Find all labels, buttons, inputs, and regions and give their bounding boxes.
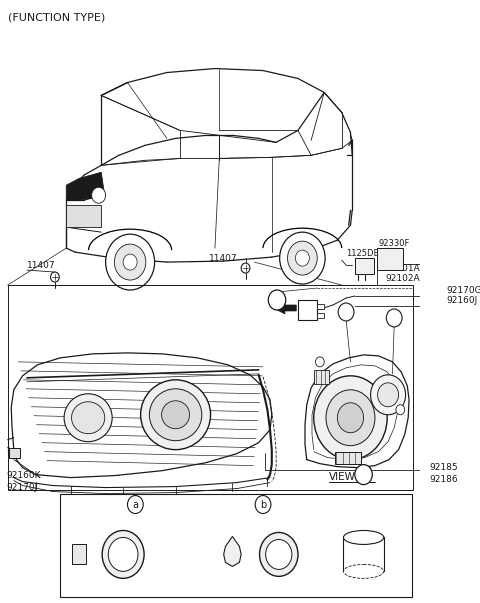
Text: 92170G: 92170G	[447, 286, 480, 294]
Bar	[72, 545, 86, 564]
Bar	[335, 452, 361, 464]
Bar	[355, 258, 374, 274]
Circle shape	[241, 263, 250, 273]
Circle shape	[288, 241, 317, 275]
Circle shape	[337, 403, 363, 433]
Circle shape	[114, 244, 146, 280]
Circle shape	[123, 254, 137, 270]
Circle shape	[386, 309, 402, 327]
Text: VIEW: VIEW	[329, 472, 356, 482]
Text: 92186: 92186	[429, 475, 458, 484]
Text: 92160J: 92160J	[447, 295, 478, 305]
Text: a: a	[132, 499, 138, 510]
Circle shape	[128, 496, 143, 514]
Bar	[317, 313, 324, 318]
Ellipse shape	[162, 401, 190, 429]
Ellipse shape	[72, 402, 105, 434]
Text: A: A	[360, 471, 367, 480]
Ellipse shape	[149, 389, 202, 441]
Ellipse shape	[64, 394, 112, 441]
Text: a: a	[344, 309, 348, 318]
Circle shape	[106, 234, 155, 290]
Text: 92163A: 92163A	[346, 500, 381, 509]
Text: 92141: 92141	[270, 575, 296, 583]
Bar	[344, 537, 384, 572]
Text: 92160K: 92160K	[6, 471, 40, 480]
Text: 92102A: 92102A	[385, 274, 420, 283]
Circle shape	[315, 357, 324, 367]
Bar	[314, 370, 329, 384]
Text: 11407: 11407	[27, 260, 56, 270]
Circle shape	[396, 405, 405, 415]
Bar	[66, 205, 101, 227]
Bar	[377, 248, 403, 270]
Circle shape	[371, 375, 406, 415]
Bar	[10, 447, 20, 458]
Circle shape	[102, 531, 144, 578]
Text: 1125DB: 1125DB	[346, 249, 380, 258]
Text: (FUNCTION TYPE): (FUNCTION TYPE)	[8, 13, 105, 23]
Circle shape	[355, 465, 372, 485]
Circle shape	[260, 532, 298, 576]
Polygon shape	[66, 172, 104, 200]
Polygon shape	[274, 302, 296, 314]
Circle shape	[326, 390, 375, 446]
Circle shape	[265, 540, 292, 569]
Text: 92185: 92185	[429, 463, 458, 472]
Circle shape	[50, 272, 60, 282]
Circle shape	[92, 188, 106, 203]
Text: A: A	[274, 297, 280, 306]
Text: b: b	[392, 315, 397, 324]
Circle shape	[255, 496, 271, 514]
Circle shape	[268, 290, 286, 310]
Text: 92101A: 92101A	[385, 264, 420, 273]
Polygon shape	[224, 537, 241, 566]
Circle shape	[108, 537, 138, 572]
Bar	[317, 304, 324, 309]
Bar	[8, 285, 413, 490]
Ellipse shape	[141, 380, 211, 450]
Circle shape	[295, 250, 310, 266]
Text: 11407: 11407	[209, 254, 238, 262]
Text: 18642E: 18642E	[217, 575, 249, 583]
Bar	[60, 494, 412, 598]
Circle shape	[280, 232, 325, 284]
Text: 18648B: 18648B	[78, 526, 110, 535]
Ellipse shape	[344, 564, 384, 578]
Ellipse shape	[344, 531, 384, 545]
Bar	[298, 300, 317, 320]
Circle shape	[338, 303, 354, 321]
Circle shape	[314, 376, 387, 459]
Text: 92170J: 92170J	[6, 483, 37, 492]
Text: 92161A: 92161A	[98, 575, 131, 583]
Circle shape	[378, 383, 398, 407]
Text: b: b	[260, 499, 266, 510]
Text: 92330F: 92330F	[378, 239, 410, 248]
